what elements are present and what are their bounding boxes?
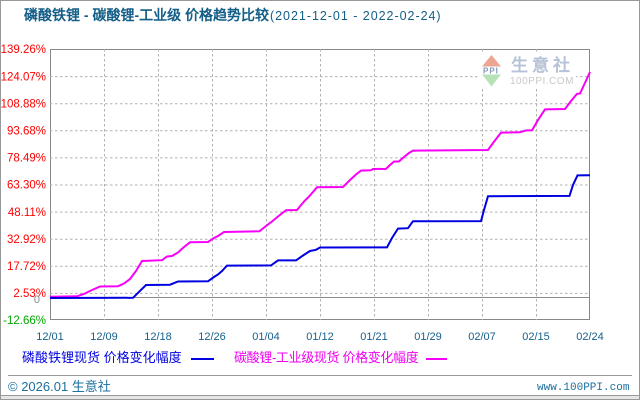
svg-text:01/29: 01/29	[414, 331, 442, 343]
svg-text:12/18: 12/18	[144, 331, 172, 343]
svg-text:12/01: 12/01	[36, 331, 64, 343]
svg-text:PPI: PPI	[483, 67, 499, 76]
svg-text:01/21: 01/21	[360, 331, 388, 343]
svg-text:02/24: 02/24	[576, 331, 604, 343]
svg-text:01/12: 01/12	[306, 331, 334, 343]
svg-text:100PPI.COM: 100PPI.COM	[510, 76, 574, 87]
svg-text:139.26%: 139.26%	[1, 44, 46, 56]
svg-text:-12.66%: -12.66%	[3, 315, 46, 327]
svg-text:01/04: 01/04	[252, 331, 280, 343]
svg-text:12/26: 12/26	[198, 331, 226, 343]
svg-text:0: 0	[34, 294, 40, 306]
svg-text:93.68%: 93.68%	[7, 126, 46, 138]
svg-text:© 2026.01 生意社: © 2026.01 生意社	[8, 379, 111, 394]
svg-text:碳酸锂-工业级现货 价格变化幅度: 碳酸锂-工业级现货 价格变化幅度	[234, 350, 419, 365]
svg-text:12/09: 12/09	[90, 331, 118, 343]
svg-text:磷酸铁锂 - 碳酸锂-工业级 价格趋势比较: 磷酸铁锂 - 碳酸锂-工业级 价格趋势比较	[24, 7, 269, 23]
svg-text:48.11%: 48.11%	[8, 207, 46, 219]
svg-text:02/07: 02/07	[468, 331, 496, 343]
svg-text:02/15: 02/15	[522, 331, 550, 343]
svg-text:124.07%: 124.07%	[1, 71, 46, 83]
svg-text:生意社: 生意社	[511, 55, 574, 75]
svg-text:2.53%: 2.53%	[13, 288, 46, 300]
svg-text:www.100PPI.com: www.100PPI.com	[537, 382, 630, 394]
svg-text:(2021-12-01 - 2022-02-24): (2021-12-01 - 2022-02-24)	[270, 9, 442, 23]
svg-text:17.72%: 17.72%	[7, 261, 46, 273]
svg-text:磷酸铁锂现货 价格变化幅度: 磷酸铁锂现货 价格变化幅度	[22, 350, 182, 365]
svg-text:63.30%: 63.30%	[7, 180, 46, 192]
svg-text:108.88%: 108.88%	[1, 98, 46, 110]
svg-text:78.49%: 78.49%	[7, 153, 46, 165]
svg-text:32.92%: 32.92%	[7, 234, 46, 246]
